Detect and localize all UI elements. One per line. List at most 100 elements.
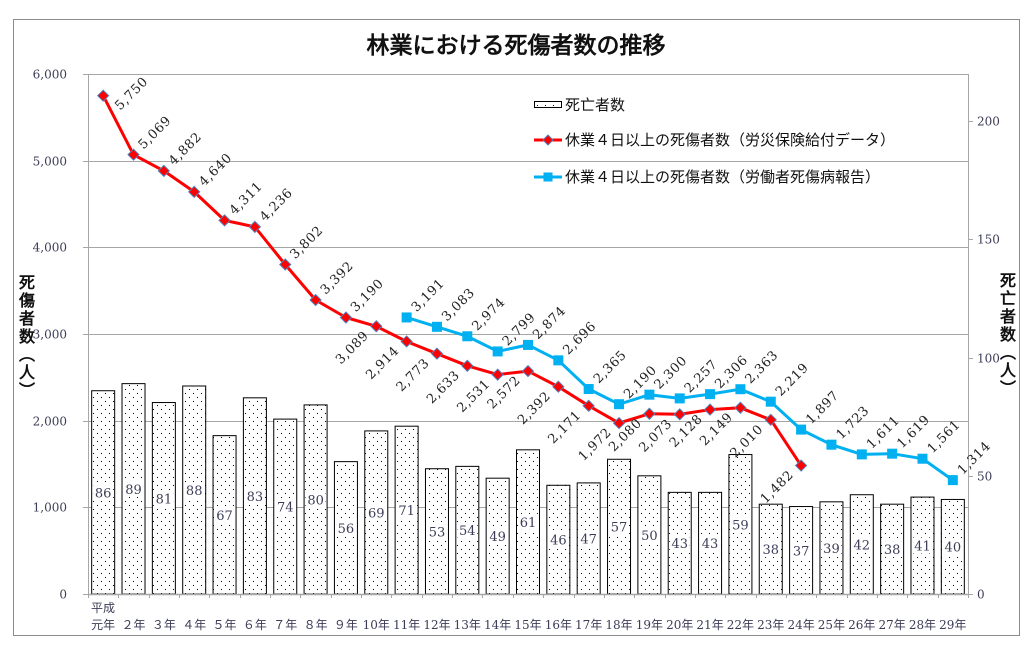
x-axis-category-label: 21年 bbox=[696, 618, 723, 632]
x-axis-category-label: 25年 bbox=[818, 618, 845, 632]
square-marker bbox=[401, 312, 412, 323]
bar-label-background bbox=[669, 535, 690, 552]
square-marker bbox=[492, 346, 503, 357]
bar-label-background bbox=[184, 482, 205, 498]
legend-item-insurance-data[interactable]: 休業４日以上の死傷者数（労災保険給付データ） bbox=[534, 131, 895, 149]
legend-item-deaths[interactable]: 死亡者数 bbox=[534, 96, 626, 114]
legend-label-insurance-data: 休業４日以上の死傷者数（労災保険給付データ） bbox=[565, 131, 895, 149]
bar-data-label: 74 bbox=[277, 501, 294, 516]
x-axis-category-label: 10年 bbox=[363, 618, 390, 632]
diamond-marker bbox=[157, 164, 171, 178]
x-axis-category-label: 12年 bbox=[423, 618, 450, 632]
square-marker bbox=[796, 424, 807, 435]
left-axis-tick-label: 1,000 bbox=[33, 501, 67, 515]
x-axis-category-label: ５年 bbox=[213, 618, 237, 632]
bar-label-background bbox=[821, 539, 842, 556]
square-marker bbox=[947, 475, 958, 486]
diamond-marker bbox=[248, 220, 262, 234]
x-axis-category-label: 23年 bbox=[757, 618, 784, 632]
x-axis-category-label: 14年 bbox=[484, 618, 511, 632]
bar-data-label: 86 bbox=[95, 486, 112, 501]
bar-data-label: 81 bbox=[156, 492, 173, 507]
bar-data-label: 43 bbox=[702, 537, 719, 552]
legend-square-marker-icon bbox=[543, 172, 553, 182]
x-axis-category-label: ９年 bbox=[334, 618, 358, 632]
bar-label-background bbox=[700, 535, 721, 552]
square-marker bbox=[553, 355, 564, 366]
bar-label-background bbox=[426, 523, 447, 540]
square-marker bbox=[826, 439, 837, 450]
diamond-marker bbox=[187, 185, 201, 199]
bar-label-background bbox=[153, 490, 174, 507]
square-marker bbox=[644, 389, 655, 400]
bar-label-background bbox=[275, 498, 296, 515]
right-axis-title: 死亡者数（人） bbox=[997, 272, 1016, 398]
diamond-marker bbox=[794, 459, 808, 472]
bar-data-label: 57 bbox=[611, 521, 628, 536]
right-axis-tick-label: 0 bbox=[977, 588, 985, 602]
left-axis-tick-label: 4,000 bbox=[33, 241, 67, 255]
bar-data-label: 47 bbox=[580, 532, 597, 547]
right-axis-tick-label: 200 bbox=[977, 115, 1000, 129]
bar-data-label: 38 bbox=[762, 543, 779, 558]
bar-label-background bbox=[730, 516, 751, 533]
legend-diamond-marker-icon bbox=[542, 134, 554, 146]
bar-data-label: 50 bbox=[641, 529, 658, 544]
left-axis-tick-label: 3,000 bbox=[33, 328, 67, 342]
x-axis-category-label: ２年 bbox=[122, 618, 146, 632]
x-axis-category-label: 15年 bbox=[514, 618, 541, 632]
diamond-marker bbox=[309, 293, 322, 307]
x-axis-category-label: 28年 bbox=[909, 618, 936, 632]
bar-data-label: 49 bbox=[489, 530, 506, 545]
diamond-marker bbox=[552, 380, 565, 393]
square-marker bbox=[583, 384, 594, 395]
bar-label-background bbox=[578, 530, 599, 547]
x-axis-category-label: 11年 bbox=[393, 618, 420, 632]
square-marker bbox=[674, 393, 685, 404]
bar-label-background bbox=[123, 480, 144, 497]
diamond-marker bbox=[612, 416, 626, 430]
bar-data-label: 40 bbox=[945, 541, 962, 556]
bar-data-label: 54 bbox=[459, 524, 476, 539]
square-marker bbox=[614, 399, 625, 410]
left-axis-tick-label: 6,000 bbox=[33, 68, 67, 82]
square-marker bbox=[735, 384, 746, 395]
bar-label-background bbox=[457, 522, 478, 539]
bar-data-label: 53 bbox=[429, 525, 446, 540]
square-marker bbox=[431, 321, 442, 332]
diamond-marker bbox=[218, 214, 231, 227]
bar-label-background bbox=[305, 491, 326, 508]
x-axis-category-label: 24年 bbox=[787, 618, 814, 632]
right-axis-tick-label: 150 bbox=[977, 233, 1000, 247]
x-axis-category-label: ３年 bbox=[152, 618, 176, 632]
legend-item-injury-report[interactable]: 休業４日以上の死傷者数（労働者死傷病報告） bbox=[534, 168, 880, 186]
diamond-marker bbox=[127, 148, 140, 161]
bar-label-background bbox=[214, 506, 235, 523]
square-marker bbox=[462, 331, 473, 342]
legend-label-deaths: 死亡者数 bbox=[565, 96, 625, 114]
x-axis-category-label: ４年 bbox=[182, 618, 206, 632]
x-axis-category-label: 19年 bbox=[636, 618, 663, 632]
chart-title: 林業における死傷者数の推移 bbox=[367, 32, 666, 59]
diamond-marker bbox=[461, 359, 474, 373]
bar-label-background bbox=[93, 484, 114, 501]
diamond-marker bbox=[400, 335, 413, 348]
bar-data-label: 88 bbox=[186, 484, 203, 499]
diamond-marker bbox=[582, 399, 595, 413]
bar-data-label: 80 bbox=[307, 493, 324, 508]
diamond-marker bbox=[673, 408, 686, 421]
diamond-marker bbox=[370, 320, 383, 333]
square-marker bbox=[887, 448, 898, 459]
bar-label-background bbox=[912, 537, 933, 554]
diamond-marker bbox=[96, 89, 110, 102]
x-axis-category-label: ８年 bbox=[304, 618, 328, 632]
bar-data-label: 39 bbox=[823, 542, 840, 557]
square-marker bbox=[523, 339, 533, 350]
bar-label-background bbox=[396, 502, 417, 519]
x-axis-category-label: 16年 bbox=[545, 618, 572, 632]
right-axis-tick-label: 50 bbox=[977, 470, 992, 484]
bar-label-background bbox=[335, 519, 356, 536]
bar-data-label: 56 bbox=[338, 522, 355, 537]
bar-label-background bbox=[882, 541, 903, 558]
